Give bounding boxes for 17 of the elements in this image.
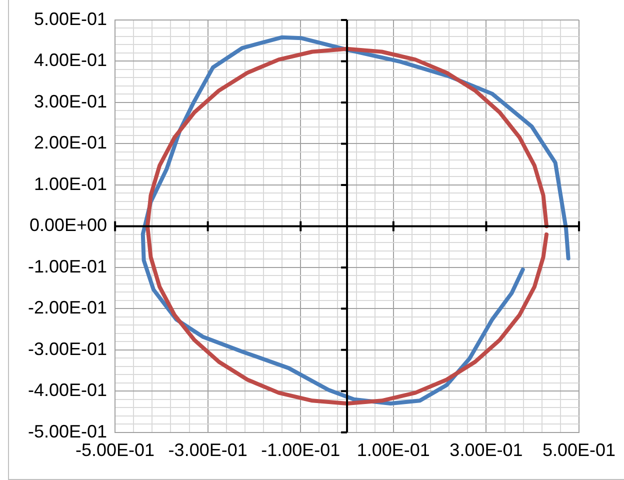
y-tick-label: 3.00E-01 [34, 91, 108, 112]
y-tick-label: -5.00E-01 [28, 421, 108, 442]
x-tick-label: -1.00E-01 [261, 440, 340, 460]
x-tick-label: 3.00E-01 [450, 440, 523, 460]
x-tick-label: -5.00E-01 [76, 440, 155, 460]
x-tick-label: 1.00E-01 [356, 440, 430, 460]
y-tick-label: -1.00E-01 [28, 256, 108, 276]
y-tick-label: 1.00E-01 [34, 174, 108, 194]
y-tick-label: 5.00E-01 [34, 8, 108, 29]
y-tick-label: -2.00E-01 [28, 298, 108, 318]
y-tick-label: -3.00E-01 [28, 338, 108, 359]
x-tick-label: -3.00E-01 [168, 440, 248, 460]
y-tick-label: 0.00E+00 [29, 215, 108, 236]
y-tick-label: 4.00E-01 [34, 50, 108, 70]
x-tick-label: 5.00E-01 [542, 440, 616, 460]
y-tick-label: -4.00E-01 [28, 380, 108, 400]
y-tick-label: 2.00E-01 [34, 132, 108, 153]
